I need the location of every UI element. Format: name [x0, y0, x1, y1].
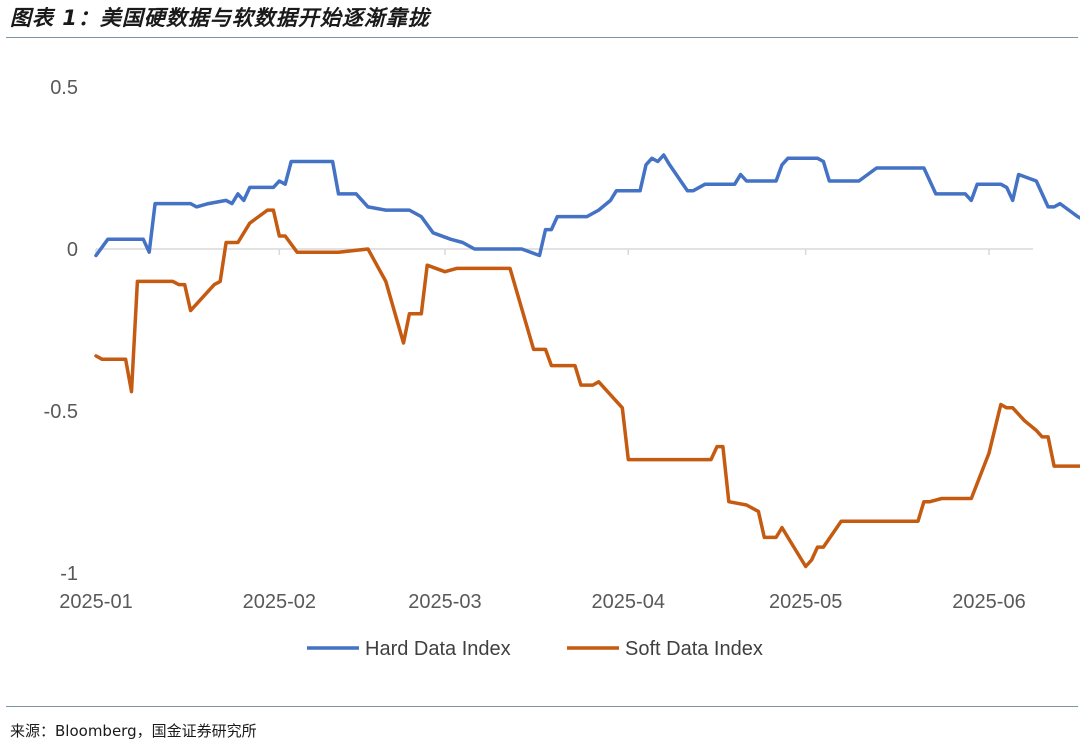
y-tick-label: -0.5 [44, 401, 78, 423]
source-note: 来源：Bloomberg，国金证券研究所 [10, 722, 257, 740]
chart-axes: 2025-01 2025-02 2025-03 2025-04 2025-05 2025-… [44, 77, 1033, 613]
y-tick-label: 0.5 [50, 77, 78, 99]
title-divider [6, 37, 1078, 38]
x-tick-label: 2025-04 [592, 591, 665, 613]
x-tick-label: 2025-06 [952, 591, 1025, 613]
series-line-2 [94, 208, 1080, 569]
x-tick-label: 2025-02 [243, 591, 316, 613]
x-tick-label: 2025-03 [408, 591, 481, 613]
y-tick-label: 0 [67, 239, 78, 261]
x-tick-label: 2025-05 [769, 591, 842, 613]
x-tick-label: 2025-01 [59, 591, 132, 613]
source-divider [6, 706, 1078, 707]
y-tick-label: -1 [60, 563, 78, 585]
chart-legend: Hard Data Index Soft Data Index [307, 638, 763, 660]
line-chart: 2025-01 2025-02 2025-03 2025-04 2025-05 2025-… [44, 77, 1080, 660]
legend-label: Hard Data Index [365, 638, 511, 660]
chart-series [94, 153, 1080, 569]
figure-title: 图表 1：美国硬数据与软数据开始逐渐靠拢 [10, 6, 430, 30]
series-line-1 [94, 153, 1080, 258]
legend-label: Soft Data Index [625, 638, 763, 660]
